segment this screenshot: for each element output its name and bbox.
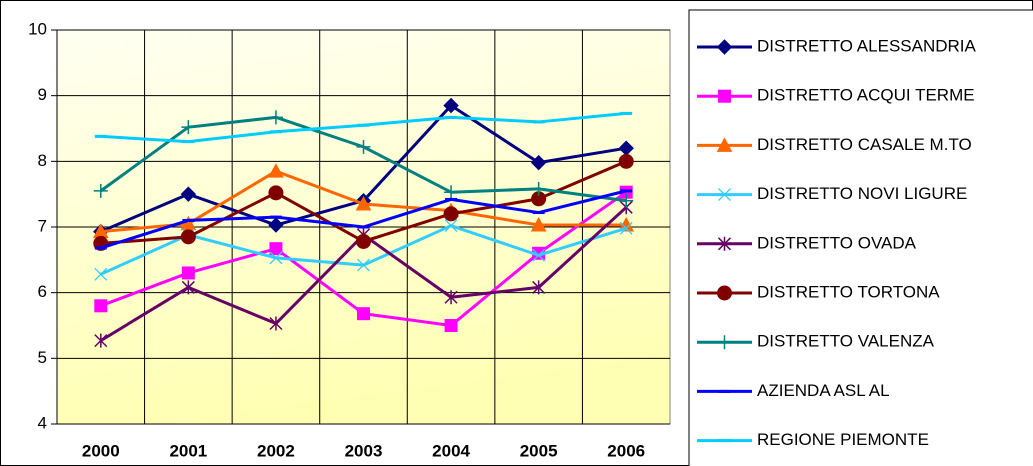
data-point xyxy=(619,221,633,235)
x-tick-label: 2004 xyxy=(432,441,470,460)
legend-label: DISTRETTO NOVI LIGURE xyxy=(757,184,967,203)
data-point xyxy=(269,242,283,256)
data-point xyxy=(530,216,547,232)
legend-marker xyxy=(718,188,731,202)
data-point xyxy=(357,307,370,321)
legend-marker xyxy=(716,39,733,55)
data-point xyxy=(530,154,547,171)
legend-label: DISTRETTO VALENZA xyxy=(757,332,935,351)
legend-label: AZIENDA ASL AL xyxy=(757,381,890,400)
legend-label: DISTRETTO ACQUI TERME xyxy=(757,86,975,105)
legend-marker xyxy=(716,137,733,152)
y-tick-label: 6 xyxy=(38,282,47,301)
x-tick-label: 2001 xyxy=(169,441,207,460)
data-point xyxy=(357,258,370,272)
data-point xyxy=(268,217,284,233)
y-tick-label: 8 xyxy=(38,151,47,170)
data-point xyxy=(181,266,195,280)
data-point xyxy=(181,120,196,135)
data-point xyxy=(268,185,284,201)
y-tick-label: 10 xyxy=(28,19,47,38)
data-point xyxy=(269,251,283,265)
legend-label: REGIONE PIEMONTE xyxy=(757,430,929,449)
legend-marker xyxy=(717,236,732,251)
legend-label: DISTRETTO ALESSANDRIA xyxy=(757,36,977,55)
data-point xyxy=(180,186,197,202)
data-point xyxy=(444,290,458,305)
data-point xyxy=(93,183,108,198)
data-point xyxy=(532,280,546,295)
data-point xyxy=(443,97,459,114)
data-point xyxy=(356,233,371,249)
data-point xyxy=(94,267,108,281)
data-point xyxy=(180,229,196,245)
data-point xyxy=(268,110,283,125)
data-point xyxy=(94,333,108,348)
x-tick-label: 2000 xyxy=(82,441,120,460)
data-point xyxy=(181,280,195,295)
data-point xyxy=(443,206,459,222)
x-tick-label: 2005 xyxy=(520,441,558,460)
legend-marker xyxy=(717,335,732,350)
data-point xyxy=(444,319,458,332)
y-tick-label: 9 xyxy=(38,85,47,104)
data-point xyxy=(619,193,634,208)
data-point xyxy=(268,163,284,178)
data-point xyxy=(531,181,546,196)
data-point xyxy=(618,153,634,169)
data-point xyxy=(94,299,108,313)
legend-marker xyxy=(717,285,732,301)
x-tick-label: 2002 xyxy=(257,441,295,460)
data-point xyxy=(269,316,283,331)
x-tick-label: 2003 xyxy=(345,441,383,460)
y-tick-label: 7 xyxy=(38,216,47,235)
legend-marker xyxy=(718,89,731,103)
data-point xyxy=(444,219,458,233)
legend-label: DISTRETTO TORTONA xyxy=(757,282,940,301)
legend-label: DISTRETTO OVADA xyxy=(757,233,917,252)
data-point xyxy=(532,248,546,262)
data-point xyxy=(356,139,371,154)
data-point xyxy=(355,195,372,211)
y-tick-label: 5 xyxy=(38,348,47,367)
y-tick-label: 4 xyxy=(38,413,47,432)
legend-label: DISTRETTO CASALE M.TO xyxy=(757,135,972,154)
x-tick-label: 2006 xyxy=(607,441,645,460)
data-point xyxy=(444,185,459,200)
